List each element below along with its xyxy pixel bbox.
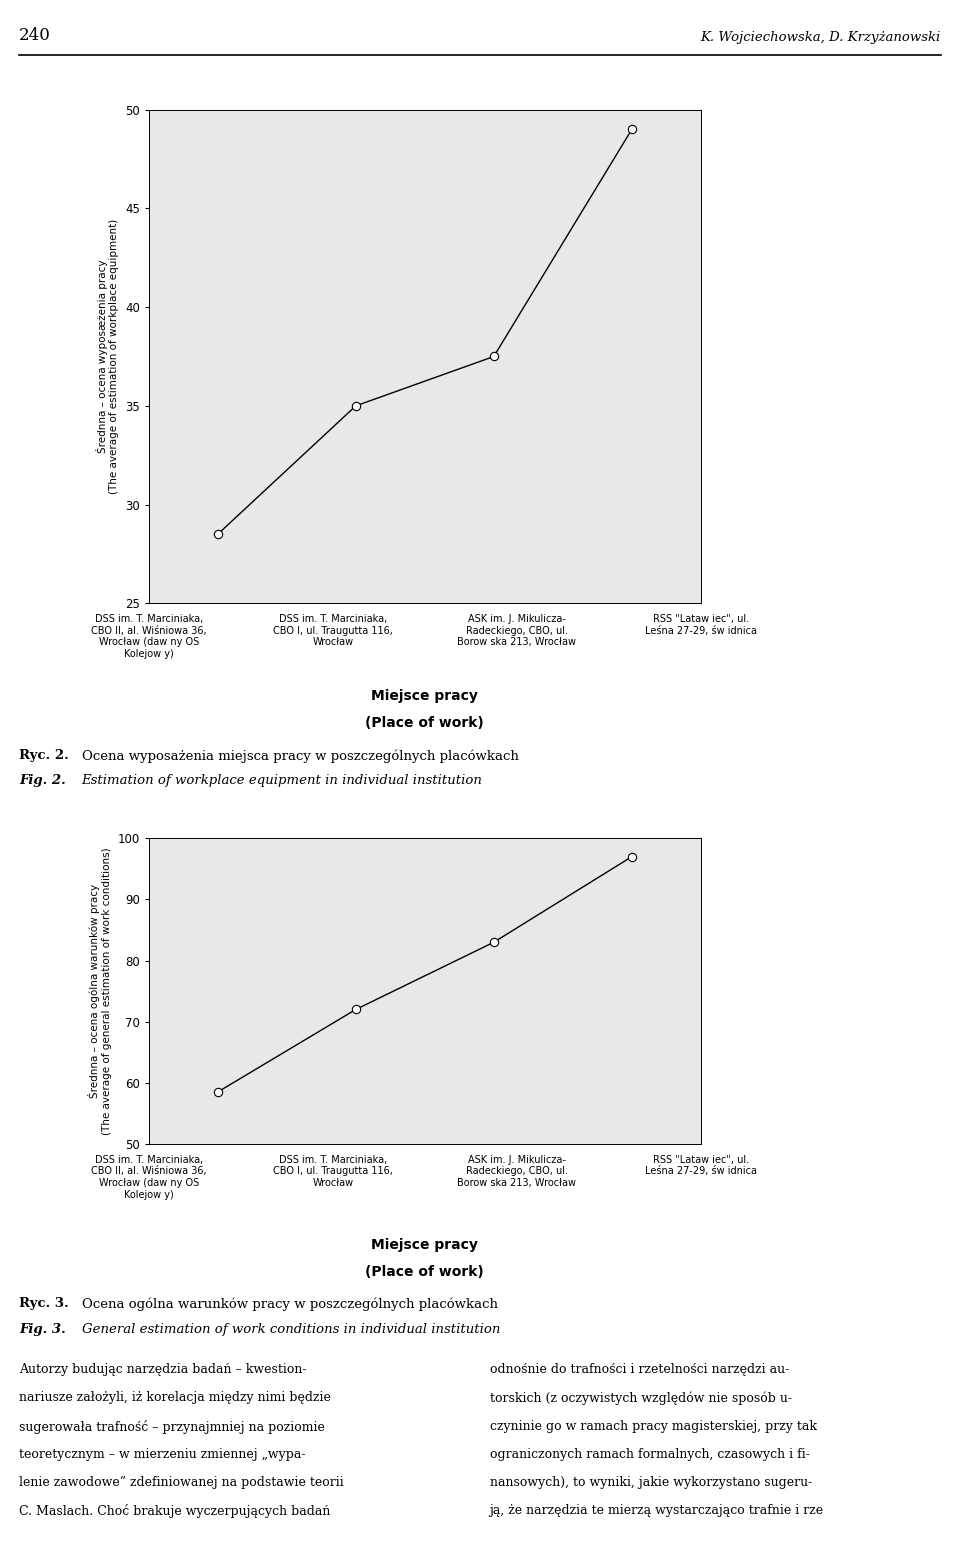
Text: Ryc. 2.: Ryc. 2. [19,749,69,762]
Text: DSS im. T. Marciniaka,
CBO I, ul. Traugutta 116,
Wrocław: DSS im. T. Marciniaka, CBO I, ul. Traugu… [273,1155,393,1188]
Text: 240: 240 [19,27,51,44]
Text: Miejsce pracy: Miejsce pracy [372,689,478,704]
Text: ją, że narzędzia te mierzą wystarczająco trafnie i rze: ją, że narzędzia te mierzą wystarczająco… [490,1504,824,1517]
Text: Ryc. 3.: Ryc. 3. [19,1297,69,1310]
Text: ASK im. J. Mikulicza-
Radeckiego, CBO, ul.
Borow ska 213, Wrocław: ASK im. J. Mikulicza- Radeckiego, CBO, u… [457,1155,576,1188]
Text: nariusze założyli, iż korelacja między nimi będzie: nariusze założyli, iż korelacja między n… [19,1391,331,1404]
Text: sugerowała trafność – przynajmniej na poziomie: sugerowała trafność – przynajmniej na po… [19,1420,325,1434]
Text: Fig. 2.: Fig. 2. [19,774,66,787]
Text: odnośnie do trafności i rzetelności narzędzi au-: odnośnie do trafności i rzetelności narz… [490,1363,789,1376]
Text: lenie zawodowe” zdefiniowanej na podstawie teorii: lenie zawodowe” zdefiniowanej na podstaw… [19,1476,344,1489]
Text: RSS "Lataw iec", ul.
Leśna 27-29, św idnica: RSS "Lataw iec", ul. Leśna 27-29, św idn… [645,614,756,636]
Text: K. Wojciechowska, D. Krzyżanowski: K. Wojciechowska, D. Krzyżanowski [701,31,941,44]
Text: (Place of work): (Place of work) [366,716,484,730]
Text: DSS im. T. Marciniaka,
CBO II, al. Wiśniowa 36,
Wrocław (daw ny OS
Kolejow y): DSS im. T. Marciniaka, CBO II, al. Wiśni… [91,1155,206,1200]
Text: RSS "Lataw iec", ul.
Leśna 27-29, św idnica: RSS "Lataw iec", ul. Leśna 27-29, św idn… [645,1155,756,1177]
Text: Autorzy budując narzędzia badań – kwestion-: Autorzy budując narzędzia badań – kwesti… [19,1363,306,1376]
Text: ograniczonych ramach formalnych, czasowych i fi-: ograniczonych ramach formalnych, czasowy… [490,1448,809,1460]
Text: Ocena wyposażenia miejsca pracy w poszczególnych placówkach: Ocena wyposażenia miejsca pracy w poszcz… [82,749,518,763]
Text: C. Maslach. Choć brakuje wyczerpujących badań: C. Maslach. Choć brakuje wyczerpujących … [19,1504,330,1518]
Text: torskich (z oczywistych względów nie sposób u-: torskich (z oczywistych względów nie spo… [490,1391,792,1406]
Text: ASK im. J. Mikulicza-
Radeckiego, CBO, ul.
Borow ska 213, Wrocław: ASK im. J. Mikulicza- Radeckiego, CBO, u… [457,614,576,647]
Y-axis label: Średnna – ocena ogólna warunków pracy
(The average of general estimation of work: Średnna – ocena ogólna warunków pracy (T… [88,848,112,1135]
Text: Fig. 3.: Fig. 3. [19,1323,66,1335]
Text: DSS im. T. Marciniaka,
CBO I, ul. Traugutta 116,
Wrocław: DSS im. T. Marciniaka, CBO I, ul. Traugu… [273,614,393,647]
Text: nansowych), to wyniki, jakie wykorzystano sugeru-: nansowych), to wyniki, jakie wykorzystan… [490,1476,812,1489]
Text: DSS im. T. Marciniaka,
CBO II, al. Wiśniowa 36,
Wrocław (daw ny OS
Kolejow y): DSS im. T. Marciniaka, CBO II, al. Wiśni… [91,614,206,660]
Text: Ocena ogólna warunków pracy w poszczególnych placówkach: Ocena ogólna warunków pracy w poszczegól… [82,1297,497,1312]
Text: teoretycznym – w mierzeniu zmiennej „wypa-: teoretycznym – w mierzeniu zmiennej „wyp… [19,1448,305,1460]
Text: Estimation of workplace equipment in individual institution: Estimation of workplace equipment in ind… [82,774,483,787]
Text: (Place of work): (Place of work) [366,1265,484,1279]
Text: czyninie go w ramach pracy magisterskiej, przy tak: czyninie go w ramach pracy magisterskiej… [490,1420,817,1432]
Text: Miejsce pracy: Miejsce pracy [372,1238,478,1252]
Text: General estimation of work conditions in individual institution: General estimation of work conditions in… [82,1323,500,1335]
Y-axis label: Średnna – ocena wyposæżenia pracy
(The average of estimation of workplace equipm: Średnna – ocena wyposæżenia pracy (The a… [96,219,119,494]
